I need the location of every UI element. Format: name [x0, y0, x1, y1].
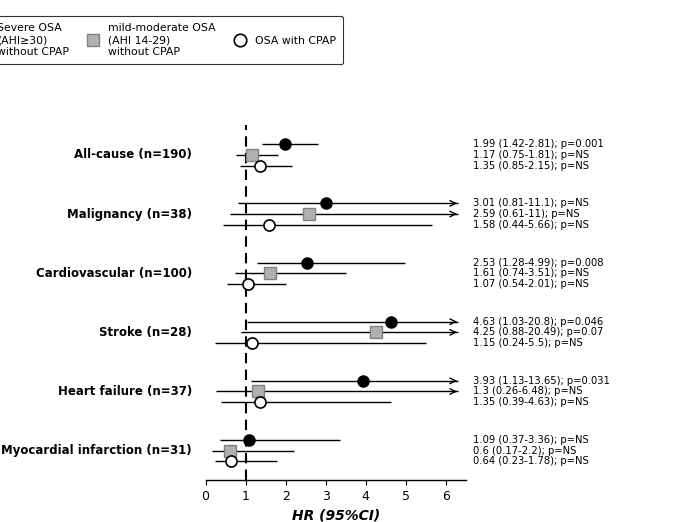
Text: 1.15 (0.24-5.5); p=NS: 1.15 (0.24-5.5); p=NS: [473, 338, 582, 348]
Legend: Severe OSA
(AHI≥30)
without CPAP, mild-moderate OSA
(AHI 14-29)
without CPAP, OS: Severe OSA (AHI≥30) without CPAP, mild-m…: [0, 16, 343, 64]
Text: Cardiovascular (n=100): Cardiovascular (n=100): [36, 267, 192, 280]
Text: 1.61 (0.74-3.51); p=NS: 1.61 (0.74-3.51); p=NS: [473, 268, 588, 278]
Text: 4.63 (1.03-20.8); p=0.046: 4.63 (1.03-20.8); p=0.046: [473, 317, 603, 327]
Text: 1.07 (0.54-2.01); p=NS: 1.07 (0.54-2.01); p=NS: [473, 279, 588, 289]
Text: 4.25 (0.88-20.49); p=0.07: 4.25 (0.88-20.49); p=0.07: [473, 327, 603, 337]
Text: Stroke (n=28): Stroke (n=28): [99, 326, 192, 339]
Text: 1.99 (1.42-2.81); p=0.001: 1.99 (1.42-2.81); p=0.001: [473, 139, 603, 149]
Text: 1.35 (0.85-2.15); p=NS: 1.35 (0.85-2.15); p=NS: [473, 160, 588, 171]
Text: 3.93 (1.13-13.65); p=0.031: 3.93 (1.13-13.65); p=0.031: [473, 376, 610, 386]
Text: 1.3 (0.26-6.48); p=NS: 1.3 (0.26-6.48); p=NS: [473, 386, 582, 397]
Text: 0.64 (0.23-1.78); p=NS: 0.64 (0.23-1.78); p=NS: [473, 456, 588, 466]
Text: 3.01 (0.81-11.1); p=NS: 3.01 (0.81-11.1); p=NS: [473, 198, 588, 208]
Text: 1.17 (0.75-1.81); p=NS: 1.17 (0.75-1.81); p=NS: [473, 150, 589, 160]
X-axis label: HR (95%CI): HR (95%CI): [292, 508, 379, 522]
Text: 1.09 (0.37-3.36); p=NS: 1.09 (0.37-3.36); p=NS: [473, 435, 588, 445]
Text: 1.35 (0.39-4.63); p=NS: 1.35 (0.39-4.63); p=NS: [473, 397, 588, 407]
Text: Myocardial infarction (n=31): Myocardial infarction (n=31): [1, 444, 192, 457]
Text: Malignancy (n=38): Malignancy (n=38): [67, 208, 192, 220]
Text: 2.53 (1.28-4.99); p=0.008: 2.53 (1.28-4.99); p=0.008: [473, 257, 603, 268]
Text: Heart failure (n=37): Heart failure (n=37): [58, 385, 192, 398]
Text: All-cause (n=190): All-cause (n=190): [74, 148, 192, 161]
Text: 1.58 (0.44-5.66); p=NS: 1.58 (0.44-5.66); p=NS: [473, 220, 588, 230]
Text: 2.59 (0.61-11); p=NS: 2.59 (0.61-11); p=NS: [473, 209, 580, 219]
Text: 0.6 (0.17-2.2); p=NS: 0.6 (0.17-2.2); p=NS: [473, 446, 576, 456]
